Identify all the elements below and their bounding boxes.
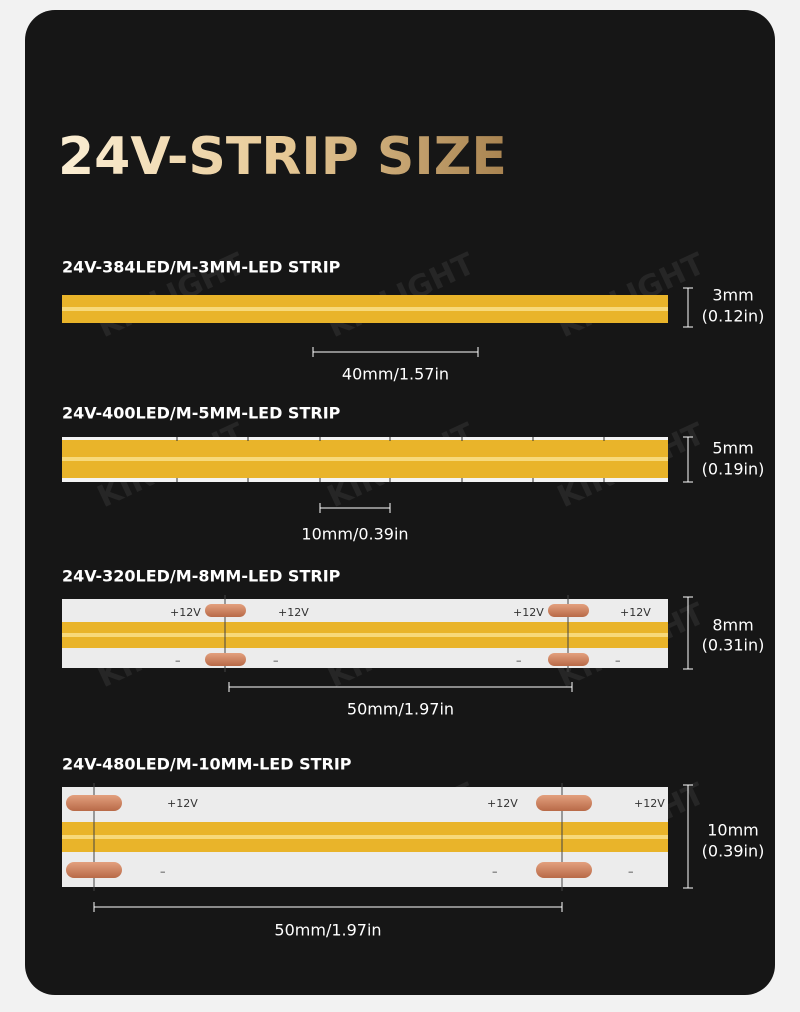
segment-label: 50mm/1.97in [347,700,454,719]
strip-label: 24V-400LED/M-5MM-LED STRIP [62,404,341,423]
width-label: 5mm [712,439,753,458]
pad-label: – [175,654,181,667]
strip-highlight [62,307,668,311]
strip-label: 24V-384LED/M-3MM-LED STRIP [62,258,341,277]
pad-label: +12V [487,797,518,810]
strip-label: 24V-480LED/M-10MM-LED STRIP [62,755,352,774]
strip-highlight [62,835,668,839]
pad-label: – [273,654,279,667]
width-inch: (0.12in) [702,307,765,326]
pad-label: – [160,865,166,878]
width-label: 8mm [712,616,753,635]
pad-label: – [628,865,634,878]
strip-highlight [62,633,668,637]
pad [536,795,592,811]
segment-label: 10mm/0.39in [301,525,408,544]
width-inch: (0.31in) [702,636,765,655]
width-inch: (0.39in) [702,842,765,861]
pad [205,653,246,666]
pad-label: – [615,654,621,667]
width-label: 10mm [707,821,759,840]
title: 24V-STRIP SIZE [58,127,507,187]
pad-label: +12V [634,797,665,810]
card [25,10,775,995]
segment-label: 40mm/1.57in [342,365,449,384]
segment-label: 50mm/1.97in [274,921,381,940]
width-label: 3mm [712,286,753,305]
pad [548,653,589,666]
pad [66,862,122,878]
pad [548,604,589,617]
strip-label: 24V-320LED/M-8MM-LED STRIP [62,567,341,586]
pad-label: +12V [170,606,201,619]
pad [536,862,592,878]
pad-label: +12V [278,606,309,619]
pad-label: – [516,654,522,667]
pad [205,604,246,617]
pad-label: – [492,865,498,878]
pad-label: +12V [513,606,544,619]
pad [66,795,122,811]
pad-label: +12V [620,606,651,619]
width-inch: (0.19in) [702,460,765,479]
pad-label: +12V [167,797,198,810]
strip-highlight [62,457,668,461]
